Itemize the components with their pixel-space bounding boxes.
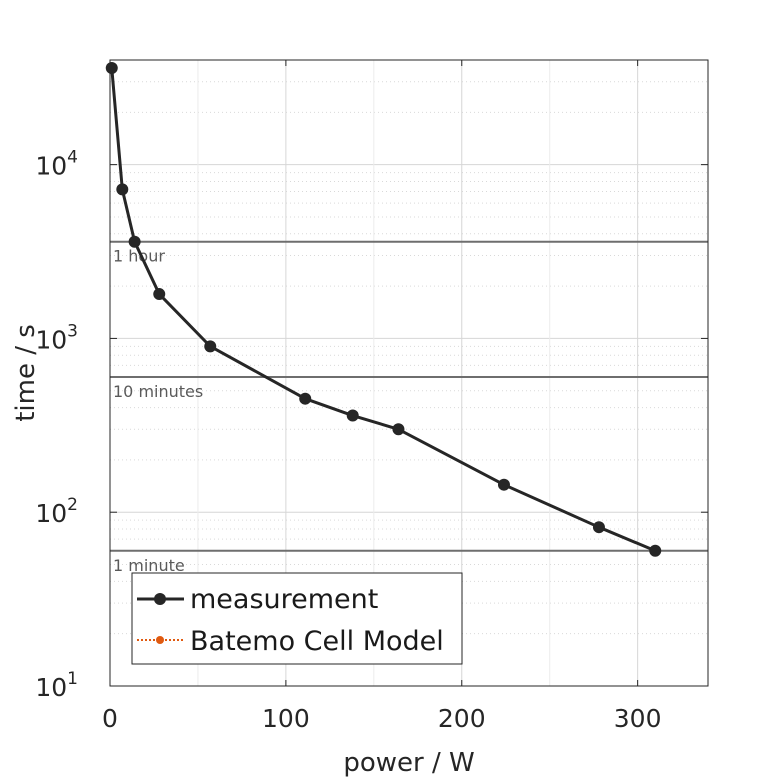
data-point xyxy=(346,409,359,422)
data-point xyxy=(153,288,166,301)
data-point xyxy=(392,423,405,436)
x-tick-label: 0 xyxy=(102,704,118,733)
y-tick-base: 10 xyxy=(35,325,67,354)
y-axis-label: time / s xyxy=(11,324,41,422)
data-point xyxy=(649,544,662,557)
plot-frame xyxy=(109,59,709,687)
series-layer xyxy=(105,61,662,557)
x-tick-label: 100 xyxy=(262,704,310,733)
y-tick-label: 103 xyxy=(35,321,78,354)
legend-box xyxy=(131,572,463,665)
legend-measurement-marker xyxy=(154,593,166,605)
y-tick-base: 10 xyxy=(35,673,67,702)
data-point xyxy=(105,61,118,74)
y-tick-label: 104 xyxy=(35,148,78,181)
data-point xyxy=(497,478,510,491)
data-point xyxy=(128,235,141,248)
data-point xyxy=(116,183,129,196)
reference-line-label: 10 minutes xyxy=(113,382,203,401)
y-tick-exponent: 2 xyxy=(67,495,78,515)
x-tick-label: 200 xyxy=(438,704,486,733)
data-point xyxy=(204,340,217,353)
reference-line-label: 1 minute xyxy=(113,556,185,575)
y-tick-base: 10 xyxy=(35,499,67,528)
x-tick-label: 300 xyxy=(614,704,662,733)
data-point xyxy=(299,392,312,405)
legend-measurement-label: measurement xyxy=(190,584,378,615)
x-axis-label: power / W xyxy=(343,748,474,778)
data-point xyxy=(592,521,605,534)
x-axis-ticks: 0 100 200 300 xyxy=(102,60,662,733)
y-tick-exponent: 1 xyxy=(67,669,78,689)
y-tick-label: 101 xyxy=(35,669,78,702)
reference-line-label: 1 hour xyxy=(113,247,165,266)
legend: measurement Batemo Cell Model xyxy=(131,572,463,665)
legend-batemo-marker xyxy=(156,636,164,644)
y-tick-exponent: 3 xyxy=(67,321,78,341)
y-tick-base: 10 xyxy=(35,152,67,181)
legend-batemo-label: Batemo Cell Model xyxy=(190,626,444,657)
reference-lines: 1 hour 10 minutes 1 minute xyxy=(110,240,708,575)
y-tick-label: 102 xyxy=(35,495,78,528)
y-tick-exponent: 4 xyxy=(67,148,78,168)
